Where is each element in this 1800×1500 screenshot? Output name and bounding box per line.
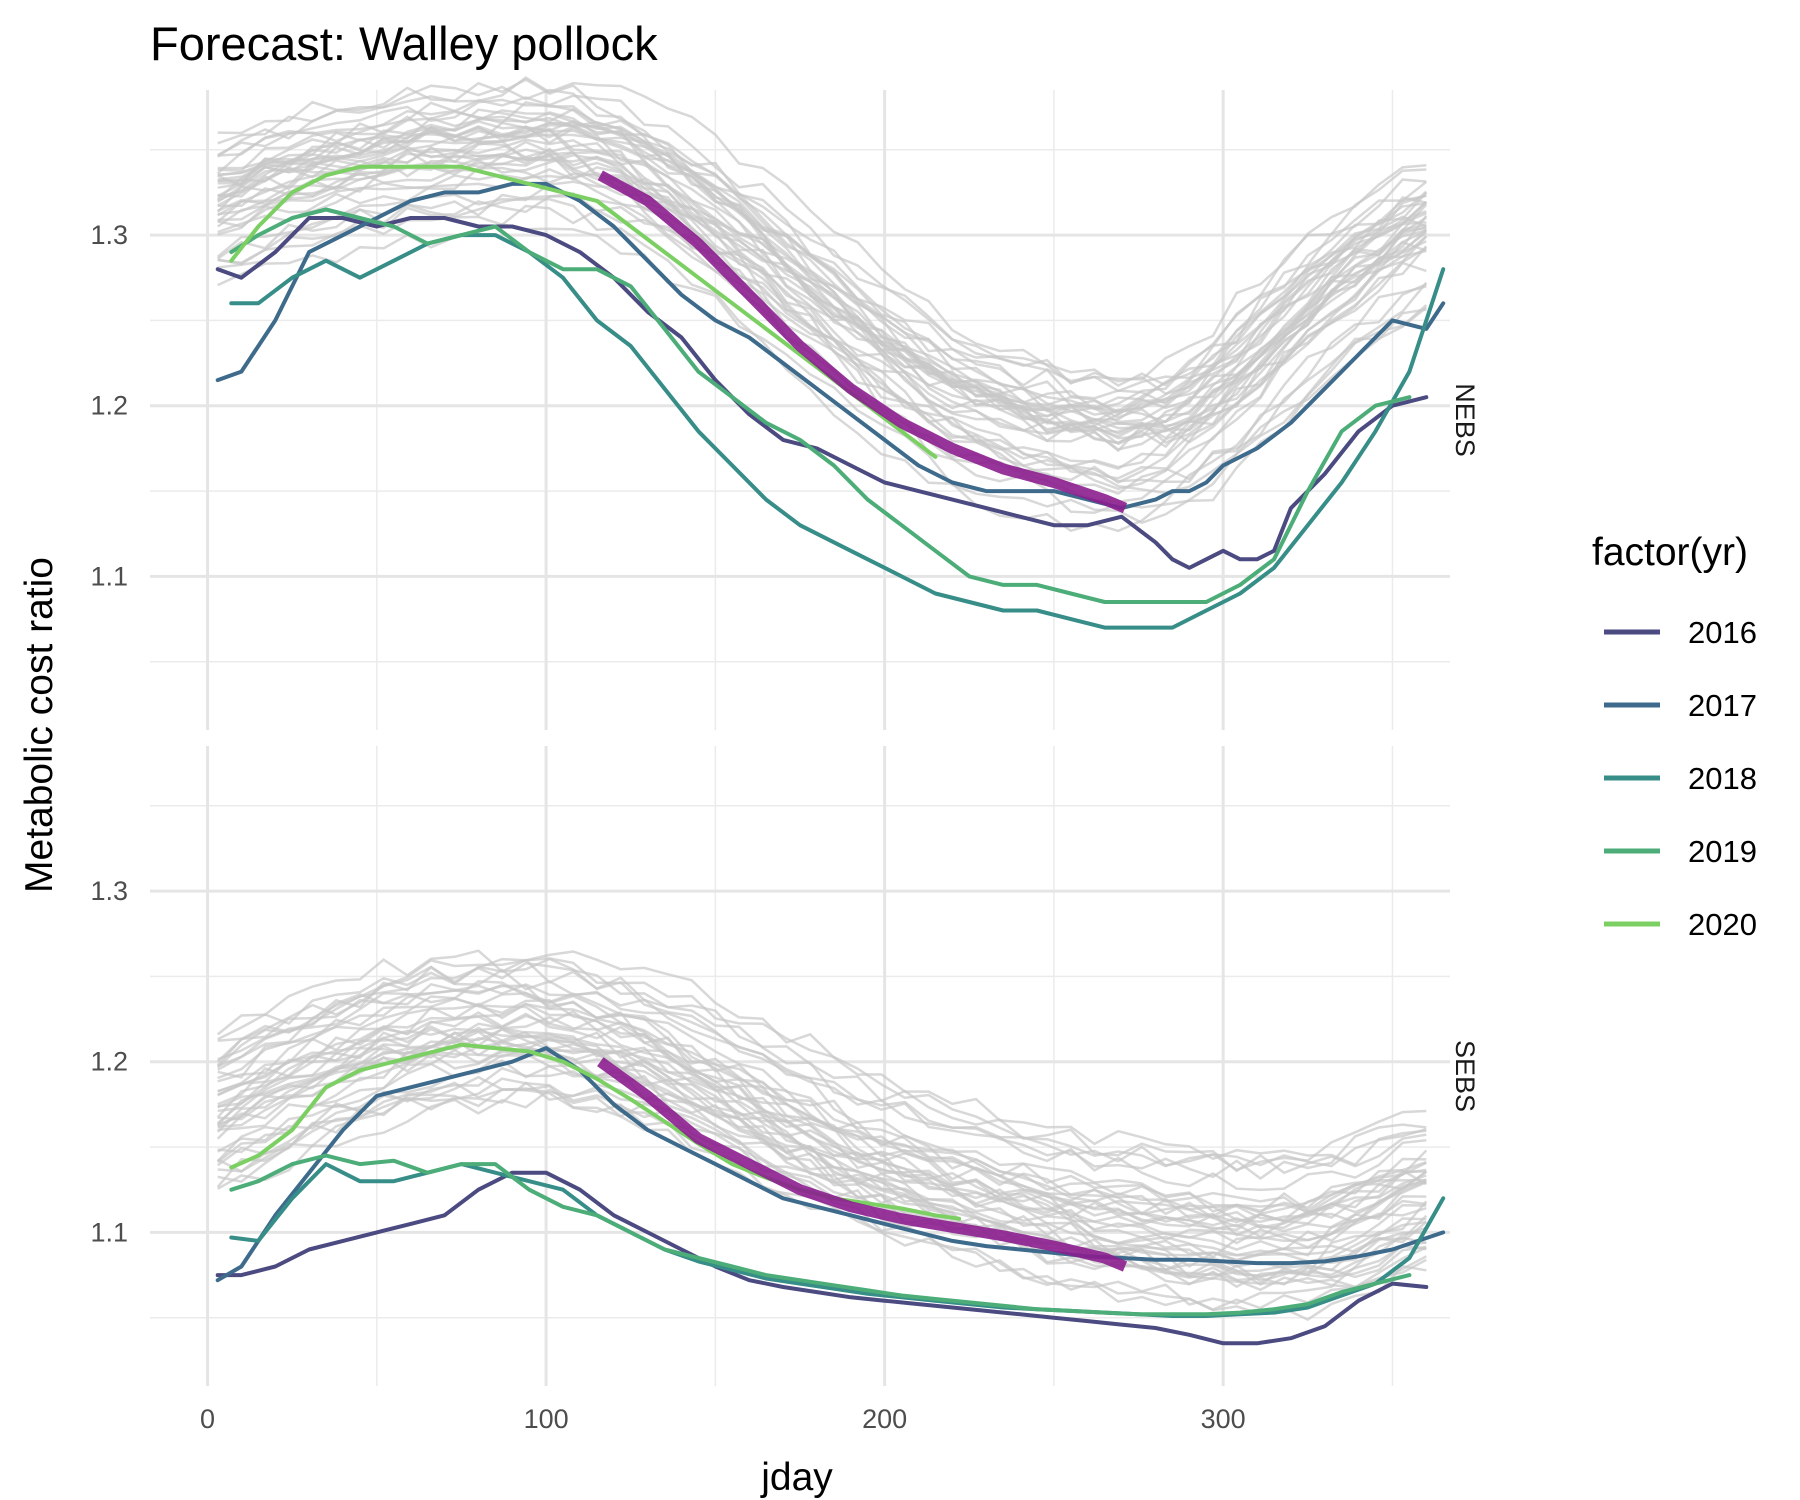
x-tick-label: 0 [200, 1404, 215, 1434]
legend-title: factor(yr) [1592, 531, 1748, 574]
series-line-2017 [215, 181, 1446, 511]
historical-run-line [217, 166, 1427, 444]
historical-run-line [217, 116, 1428, 413]
series-line-2016 [215, 216, 1429, 570]
historical-run-line [216, 949, 1427, 1181]
y-tick-label: 1.3 [90, 220, 128, 250]
strip-label-nebs: NEBS [1450, 383, 1480, 457]
historical-run-line [217, 1047, 1427, 1242]
historical-run-line [217, 1004, 1427, 1215]
historical-run-line [217, 1088, 1427, 1292]
strip-label-sebs: SEBS [1450, 1040, 1480, 1112]
historical-run-line [217, 1050, 1427, 1259]
historical-run-line [216, 1026, 1427, 1268]
legend-label-2018: 2018 [1688, 761, 1757, 796]
y-axis-title: Metabolic cost ratio [18, 557, 61, 893]
historical-run-line [217, 127, 1427, 453]
panel-nebs [150, 76, 1450, 730]
y-tick-label: 1.3 [90, 876, 128, 906]
historical-run-line [217, 192, 1428, 514]
x-axis-ticks: 0 100 200 300 [200, 1404, 1246, 1434]
x-tick-label: 200 [862, 1404, 907, 1434]
series-line-2016 [215, 1170, 1429, 1346]
x-tick-label: 100 [524, 1404, 569, 1434]
legend-label-2019: 2019 [1688, 834, 1757, 869]
historical-run-line [217, 983, 1427, 1219]
historical-run-line [217, 98, 1427, 416]
legend: factor(yr) 2016 2017 2018 2019 2020 [1592, 531, 1757, 942]
series-line-forecast [597, 1057, 1128, 1272]
historical-run-line [216, 957, 1427, 1175]
series-line-forecast [597, 170, 1128, 514]
historical-run-line [217, 1002, 1427, 1251]
series-line-2017 [215, 1046, 1446, 1283]
x-tick-label: 300 [1201, 1404, 1246, 1434]
historical-run-line [217, 140, 1427, 418]
legend-label-2020: 2020 [1688, 907, 1757, 942]
x-axis-title: jday [760, 1456, 833, 1499]
historical-run-line [216, 958, 1427, 1192]
historical-run-line [217, 1081, 1427, 1286]
series-line-2019 [229, 1153, 1412, 1317]
historical-run-line [217, 950, 1427, 1167]
historical-run-line [216, 76, 1428, 393]
historical-run-line [217, 133, 1428, 429]
historical-run-line [217, 1000, 1427, 1229]
chart-title: Forecast: Walley pollock [150, 17, 658, 70]
historical-run-line [216, 154, 1427, 484]
y-tick-label: 1.1 [90, 561, 128, 591]
y-tick-label: 1.2 [90, 391, 128, 421]
historical-run-line [216, 1015, 1427, 1257]
series-line-2019 [229, 207, 1412, 604]
historical-run-line [216, 193, 1427, 533]
y-tick-label: 1.1 [90, 1217, 128, 1247]
y-axis-ticks: 1.1 1.2 1.3 1.1 1.2 1.3 [90, 220, 128, 1247]
legend-label-2017: 2017 [1688, 688, 1757, 723]
historical-run-line [217, 1027, 1427, 1237]
legend-label-2016: 2016 [1688, 615, 1757, 650]
panel-sebs [150, 746, 1450, 1386]
historical-run-line [217, 107, 1427, 424]
historical-run-line [217, 119, 1428, 395]
historical-run-line [217, 995, 1427, 1229]
y-tick-label: 1.2 [90, 1047, 128, 1077]
